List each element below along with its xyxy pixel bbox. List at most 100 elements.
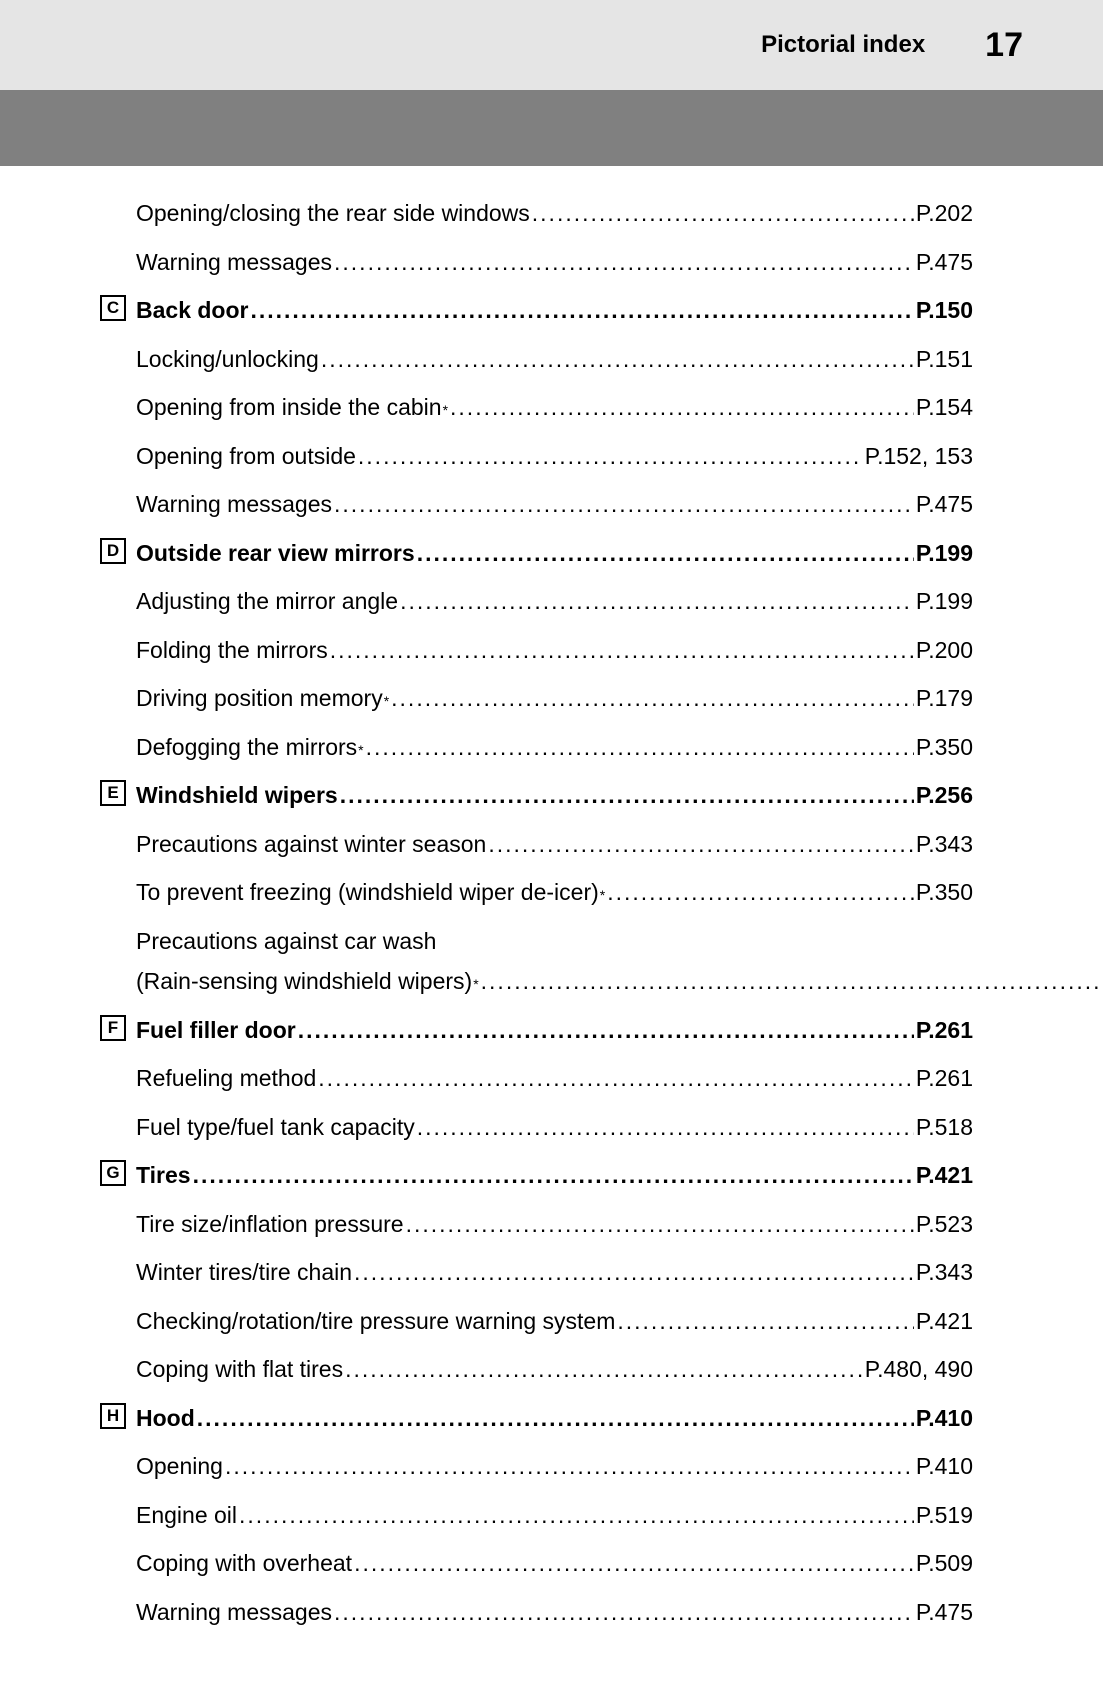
leader-dots: ........................................…: [406, 1207, 914, 1242]
leader-dots: ........................................…: [334, 245, 914, 280]
entry-line: Tire size/inflation pressure ...........…: [136, 1207, 973, 1242]
entry-label: Winter tires/tire chain: [136, 1255, 352, 1290]
leader-dots: ........................................…: [617, 1304, 913, 1339]
index-entry: Opening ................................…: [100, 1449, 973, 1484]
entry-label: Checking/rotation/tire pressure warning …: [136, 1304, 615, 1339]
footnote-marker: *: [384, 691, 389, 712]
entry-line: Driving position memory* ...............…: [136, 681, 973, 716]
entry-label: Engine oil: [136, 1498, 237, 1533]
page-ref: P.343: [916, 827, 973, 862]
entry-line: Winter tires/tire chain ................…: [136, 1255, 973, 1290]
page-ref: P.421: [916, 1158, 973, 1193]
entry-label: Defogging the mirrors: [136, 730, 357, 765]
entry-line: Windshield wipers ......................…: [136, 778, 973, 813]
index-content: Opening/closing the rear side windows ..…: [0, 166, 1103, 1673]
page-ref: P.179: [916, 681, 973, 716]
leader-dots: ........................................…: [391, 681, 914, 716]
leader-dots: ........................................…: [239, 1498, 914, 1533]
page-ref: P.202: [916, 196, 973, 231]
index-entry: Precautions against car wash(Rain-sensin…: [100, 924, 973, 999]
footnote-marker: *: [358, 740, 363, 761]
entry-line: Opening from inside the cabin* .........…: [136, 390, 973, 425]
entry-label: Hood: [136, 1401, 195, 1436]
index-entry: To prevent freezing (windshield wiper de…: [100, 875, 973, 910]
entry-line: Refueling method .......................…: [136, 1061, 973, 1096]
entry-label: Windshield wipers: [136, 778, 338, 813]
leader-dots: ........................................…: [345, 1352, 863, 1387]
letter-box: E: [100, 780, 126, 806]
entry-label: To prevent freezing (windshield wiper de…: [136, 875, 599, 910]
leader-dots: ........................................…: [366, 730, 914, 765]
entry-label: Adjusting the mirror angle: [136, 584, 398, 619]
index-entry: Warning messages .......................…: [100, 245, 973, 280]
entry-line: Adjusting the mirror angle .............…: [136, 584, 973, 619]
page-ref: P.475: [916, 487, 973, 522]
leader-dots: ........................................…: [607, 875, 914, 910]
entry-line: Hood ...................................…: [136, 1401, 973, 1436]
page-ref: P.509: [916, 1546, 973, 1581]
entry-line: Checking/rotation/tire pressure warning …: [136, 1304, 973, 1339]
index-entry: Fuel type/fuel tank capacity ...........…: [100, 1110, 973, 1145]
index-entry: Defogging the mirrors* .................…: [100, 730, 973, 765]
leader-dots: ........................................…: [225, 1449, 914, 1484]
entry-line: Coping with flat tires .................…: [136, 1352, 973, 1387]
leader-dots: ........................................…: [321, 342, 914, 377]
entry-label: Outside rear view mirrors: [136, 536, 415, 571]
index-entry: Checking/rotation/tire pressure warning …: [100, 1304, 973, 1339]
entry-label: Tire size/inflation pressure: [136, 1207, 404, 1242]
leader-dots: ........................................…: [318, 1061, 914, 1096]
leader-dots: ........................................…: [358, 439, 863, 474]
page-ref: P.151: [916, 342, 973, 377]
entry-line: Back door ..............................…: [136, 293, 973, 328]
page-ref: P.152, 153: [865, 439, 973, 474]
entry-label: Refueling method: [136, 1061, 316, 1096]
letter-box: C: [100, 295, 126, 321]
leader-dots: ........................................…: [450, 390, 914, 425]
entry-line: Opening/closing the rear side windows ..…: [136, 196, 973, 231]
index-entry: Coping with overheat ...................…: [100, 1546, 973, 1581]
letter-box: F: [100, 1015, 126, 1041]
entry-label: Locking/unlocking: [136, 342, 319, 377]
index-entry: Precautions against winter season ......…: [100, 827, 973, 862]
leader-dots: ........................................…: [250, 293, 913, 328]
index-entry: C Back door .............................…: [100, 293, 973, 328]
leader-dots: ........................................…: [532, 196, 914, 231]
entry-line: Coping with overheat ...................…: [136, 1546, 973, 1581]
entry-line: Warning messages .......................…: [136, 487, 973, 522]
index-entry: HHood ..................................…: [100, 1401, 973, 1436]
entry-line: Locking/unlocking ......................…: [136, 342, 973, 377]
leader-dots: ........................................…: [400, 584, 914, 619]
entry-line: Precautions against winter season ......…: [136, 827, 973, 862]
index-entry: DOutside rear view mirrors .............…: [100, 536, 973, 571]
leader-dots: ........................................…: [417, 536, 914, 571]
entry-line: Outside rear view mirrors ..............…: [136, 536, 973, 571]
footnote-marker: *: [443, 400, 448, 421]
entry-line: Engine oil .............................…: [136, 1498, 973, 1533]
entry-line: Warning messages .......................…: [136, 245, 973, 280]
leader-dots: ........................................…: [354, 1546, 914, 1581]
leader-dots: ........................................…: [417, 1110, 914, 1145]
page-ref: P.523: [916, 1207, 973, 1242]
entry-line: Opening from outside ...................…: [136, 439, 973, 474]
entry-label: Opening from outside: [136, 439, 356, 474]
leader-dots: ........................................…: [334, 487, 914, 522]
footnote-marker: *: [600, 885, 605, 906]
entry-multiline: Precautions against car wash(Rain-sensin…: [136, 924, 1103, 999]
entry-label: Precautions against winter season: [136, 827, 486, 862]
entry-label: Precautions against car wash: [136, 924, 1103, 959]
leader-dots: ........................................…: [330, 633, 914, 668]
entry-label: Opening: [136, 1449, 223, 1484]
page-ref: P.261: [916, 1061, 973, 1096]
index-entry: Refueling method .......................…: [100, 1061, 973, 1096]
index-entry: Warning messages .......................…: [100, 487, 973, 522]
header-title: Pictorial index: [761, 31, 925, 59]
page-ref: P.261: [916, 1013, 973, 1048]
entry-line: Fuel type/fuel tank capacity ...........…: [136, 1110, 973, 1145]
index-entry: Engine oil .............................…: [100, 1498, 973, 1533]
entry-line: Defogging the mirrors* .................…: [136, 730, 973, 765]
entry-label: Opening/closing the rear side windows: [136, 196, 530, 231]
index-entry: Tire size/inflation pressure ...........…: [100, 1207, 973, 1242]
index-entry: Folding the mirrors ....................…: [100, 633, 973, 668]
index-entry: FFuel filler door ......................…: [100, 1013, 973, 1048]
page-ref: P.256: [916, 778, 973, 813]
